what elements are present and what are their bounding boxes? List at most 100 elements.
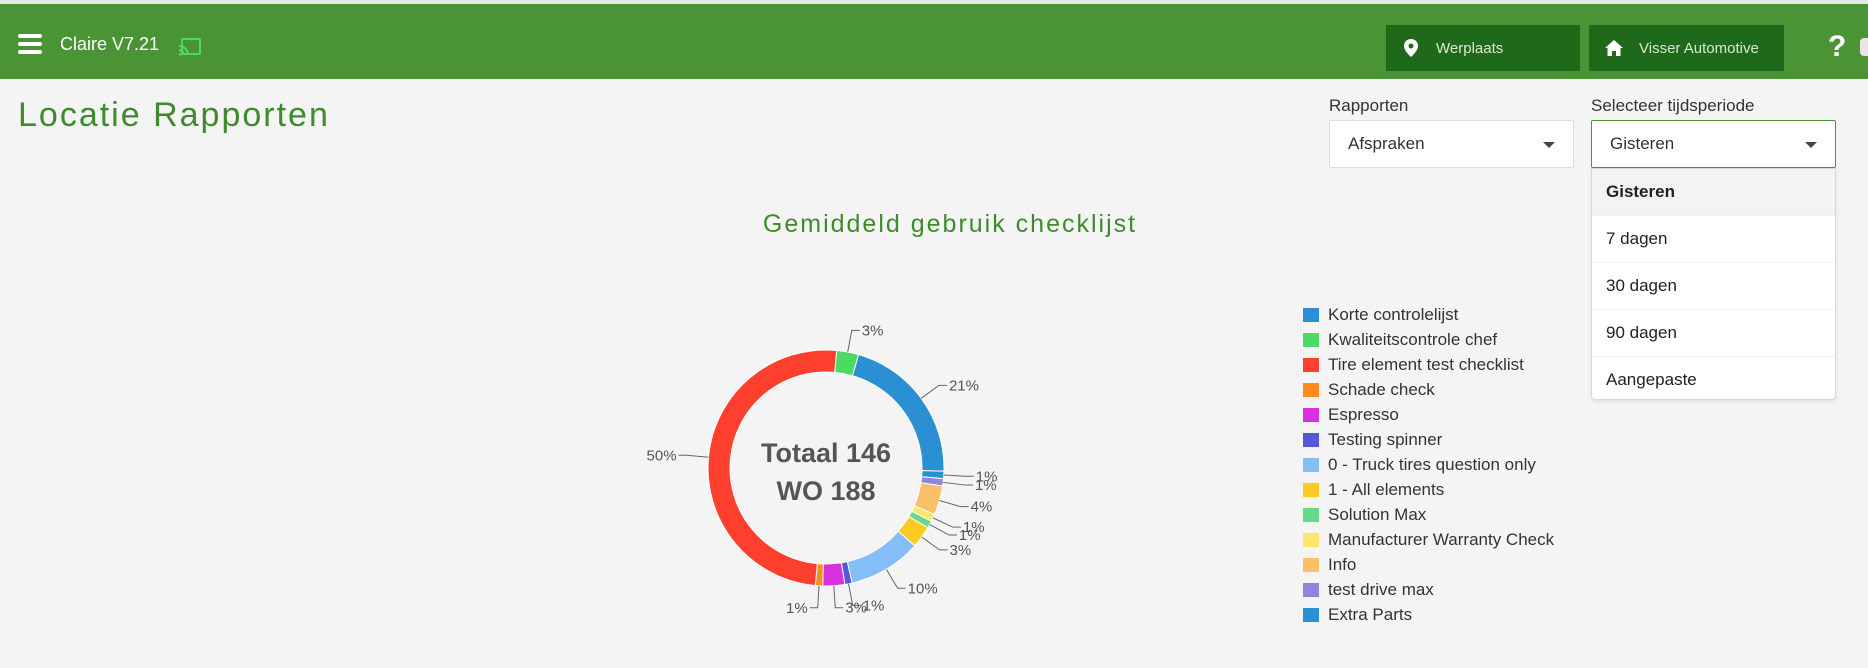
chart-data-label: 3% (950, 542, 972, 559)
legend-label: Tire element test checklist (1328, 354, 1524, 374)
legend-label: Schade check (1328, 379, 1435, 399)
legend-swatch (1303, 357, 1319, 372)
period-dropdown: Gisteren 7 dagen 30 dagen 90 dagen Aange… (1591, 168, 1836, 400)
legend-swatch (1303, 507, 1319, 522)
chart-slice[interactable] (846, 530, 916, 584)
company-button[interactable]: Visser Automotive (1589, 25, 1784, 71)
chart-label-line (943, 481, 973, 486)
donut-chart: 21%1%1%4%1%1%3%10%1%3%1%50%3%Totaal 146W… (647, 322, 998, 617)
top-navigation-bar: Claire V7.21 Werplaats Visser Automotive… (0, 4, 1868, 79)
chart-label-line (885, 569, 906, 589)
legend-item[interactable]: Info (1303, 552, 1554, 577)
legend-item[interactable]: Tire element test checklist (1303, 352, 1554, 377)
legend-label: 0 - Truck tires question only (1328, 454, 1536, 474)
legend-swatch (1303, 482, 1319, 497)
period-option-gisteren[interactable]: Gisteren (1592, 169, 1835, 216)
top-strip (0, 0, 1868, 4)
reports-label: Rapporten (1329, 96, 1409, 115)
chart-legend: Korte controlelijst Kwaliteitscontrole ch… (1303, 302, 1554, 627)
chart-data-label: 1% (863, 597, 885, 614)
legend-item[interactable]: Schade check (1303, 377, 1554, 402)
legend-item[interactable]: Extra Parts (1303, 602, 1554, 627)
period-select[interactable]: Gisteren (1591, 120, 1836, 168)
location-button[interactable]: Werplaats (1386, 25, 1580, 71)
chart-label-line (848, 583, 861, 606)
legend-item[interactable]: Manufacturer Warranty Check (1303, 527, 1554, 552)
legend-swatch (1303, 532, 1319, 547)
legend-item[interactable]: test drive max (1303, 577, 1554, 602)
chart-data-label: 1% (963, 519, 985, 536)
legend-swatch (1303, 607, 1319, 622)
chart-label-line (833, 585, 844, 609)
legend-swatch (1303, 407, 1319, 422)
chart-label-line (847, 329, 860, 353)
chart-slice[interactable] (822, 562, 846, 587)
chart-data-label: 1% (976, 468, 998, 485)
legend-label: Korte controlelijst (1328, 304, 1459, 324)
chart-label-line (929, 524, 957, 536)
help-icon[interactable]: ? (1828, 30, 1847, 63)
page-title: Locatie Rapporten (18, 96, 330, 134)
chart-data-label: 10% (908, 580, 938, 597)
company-button-label: Visser Automotive (1639, 39, 1759, 57)
app-title: Claire V7.21 (60, 34, 160, 54)
chart-center-text: WO 188 (776, 476, 875, 506)
period-option-30-dagen[interactable]: 30 dagen (1592, 263, 1835, 310)
chart-center-text: Totaal 146 (761, 438, 891, 468)
legend-swatch (1303, 307, 1319, 322)
location-button-label: Werplaats (1436, 39, 1504, 57)
legend-swatch (1303, 432, 1319, 447)
chart-data-label: 1% (959, 527, 981, 544)
chevron-down-icon (1543, 142, 1555, 148)
legend-label: 1 - All elements (1328, 479, 1445, 499)
period-option-90-dagen[interactable]: 90 dagen (1592, 310, 1835, 357)
chart-label-line (809, 585, 820, 609)
legend-item[interactable]: 1 - All elements (1303, 477, 1554, 502)
chart-slice[interactable] (834, 349, 860, 377)
cast-icon[interactable] (178, 37, 202, 57)
period-option-aangepaste[interactable]: Aangepaste (1606, 370, 1697, 389)
legend-item[interactable]: Solution Max (1303, 502, 1554, 527)
chart-data-label: 50% (647, 447, 677, 464)
legend-swatch (1303, 582, 1319, 597)
chart-label-line (932, 517, 961, 528)
legend-swatch (1303, 382, 1319, 397)
legend-label: Info (1328, 554, 1357, 574)
legend-label: test drive max (1328, 579, 1434, 599)
chart-data-label: 21% (949, 377, 979, 394)
chart-label-line (678, 454, 709, 458)
reports-select-value: Afspraken (1348, 134, 1425, 153)
legend-item[interactable]: 0 - Truck tires question only (1303, 452, 1554, 477)
chart-title: Gemiddeld gebruik checklijst (762, 210, 1138, 238)
legend-label: Kwaliteitscontrole chef (1328, 329, 1498, 349)
legend-item[interactable]: Espresso (1303, 402, 1554, 427)
chart-label-line (920, 384, 947, 399)
legend-swatch (1303, 332, 1319, 347)
legend-item[interactable]: Testing spinner (1303, 427, 1554, 452)
period-option-7-dagen[interactable]: 7 dagen (1592, 216, 1835, 263)
reports-select[interactable]: Afspraken (1329, 120, 1574, 168)
chart-data-label: 4% (971, 499, 993, 516)
map-pin-icon (1386, 39, 1436, 57)
chart-label-line (939, 500, 969, 508)
chart-data-label: 3% (845, 600, 867, 617)
legend-label: Testing spinner (1328, 429, 1443, 449)
chart-data-label: 3% (862, 322, 884, 339)
menu-icon[interactable] (18, 34, 42, 54)
legend-label: Solution Max (1328, 504, 1427, 524)
chart-label-line (921, 536, 948, 551)
period-label: Selecteer tijdsperiode (1591, 96, 1755, 115)
chevron-down-icon (1805, 142, 1817, 148)
legend-item[interactable]: Kwaliteitscontrole chef (1303, 327, 1554, 352)
period-select-value: Gisteren (1610, 134, 1675, 153)
overflow-menu-icon[interactable] (1860, 38, 1868, 56)
legend-swatch (1303, 457, 1319, 472)
chart-data-label: 1% (975, 477, 997, 494)
home-icon (1589, 40, 1639, 56)
chart-data-label: 1% (786, 600, 808, 617)
legend-item[interactable]: Korte controlelijst (1303, 302, 1554, 327)
legend-label: Espresso (1328, 404, 1399, 424)
legend-swatch (1303, 557, 1319, 572)
chart-label-line (943, 474, 974, 477)
legend-label: Manufacturer Warranty Check (1328, 529, 1555, 549)
